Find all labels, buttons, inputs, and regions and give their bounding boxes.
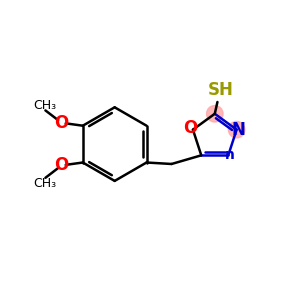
Text: n: n	[225, 148, 235, 162]
Text: SH: SH	[208, 81, 234, 99]
Text: O: O	[55, 114, 69, 132]
Text: O: O	[55, 157, 69, 175]
Text: CH₃: CH₃	[33, 177, 56, 190]
Circle shape	[228, 122, 245, 138]
Text: O: O	[184, 119, 198, 137]
Circle shape	[206, 106, 223, 122]
Text: CH₃: CH₃	[33, 99, 56, 112]
Text: N: N	[231, 121, 245, 139]
